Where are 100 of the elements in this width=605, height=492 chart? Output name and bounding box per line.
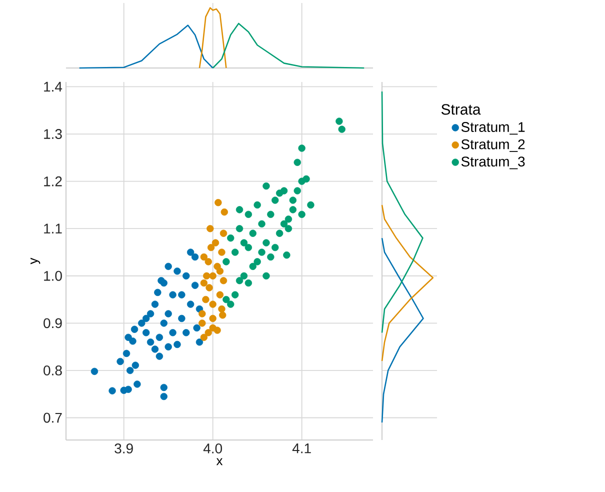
point [200, 253, 208, 261]
point [174, 340, 181, 348]
point [207, 244, 215, 252]
point [142, 314, 150, 322]
point [130, 326, 138, 333]
point [284, 224, 292, 232]
point [164, 262, 172, 270]
point [212, 239, 220, 246]
point [244, 244, 252, 252]
point [216, 268, 224, 275]
point [146, 338, 154, 346]
point [244, 279, 252, 287]
x-tick-label: 4.1 [292, 444, 311, 454]
point [283, 251, 290, 259]
point [254, 258, 261, 266]
point [154, 288, 162, 296]
y-axis-title: y [30, 258, 40, 264]
point [160, 392, 168, 400]
point [218, 305, 226, 313]
point [198, 310, 206, 318]
point [116, 358, 124, 366]
point [204, 329, 212, 336]
point [122, 350, 130, 358]
point [124, 334, 132, 341]
point [200, 279, 208, 287]
point [231, 248, 239, 256]
point [254, 201, 261, 209]
point [231, 291, 239, 298]
point [267, 253, 274, 261]
x-tick-label: 3.9 [114, 444, 133, 454]
point [202, 296, 210, 304]
point [178, 291, 186, 298]
point [258, 220, 266, 228]
point [262, 239, 270, 246]
point [298, 144, 306, 152]
point [178, 314, 186, 322]
point [151, 300, 159, 308]
point [124, 386, 132, 393]
point [160, 384, 168, 392]
point [142, 329, 150, 336]
point [169, 329, 176, 336]
point [209, 314, 216, 322]
point [198, 320, 206, 327]
point [222, 296, 230, 304]
point [209, 272, 216, 280]
legend-label: Stratum_1 [461, 122, 525, 135]
point [276, 230, 284, 237]
point [240, 272, 248, 280]
point [220, 208, 228, 216]
x-tick-label: 4.0 [203, 444, 222, 454]
point [227, 300, 234, 308]
point [249, 262, 256, 270]
point [222, 258, 230, 266]
point [240, 239, 248, 246]
legend-label: Stratum_3 [461, 156, 525, 170]
point [182, 272, 190, 280]
legend-label: Stratum_2 [461, 139, 525, 152]
point [220, 277, 228, 284]
point [193, 324, 200, 332]
point [108, 387, 116, 394]
point [262, 272, 270, 280]
x-axis-title: x [216, 458, 223, 466]
point [284, 216, 292, 223]
point [214, 198, 222, 206]
point [156, 334, 164, 341]
point [227, 234, 234, 242]
point [262, 182, 270, 190]
point [134, 380, 141, 388]
point [272, 244, 279, 252]
point [220, 230, 228, 237]
point [90, 368, 98, 376]
legend-title: Strata [441, 104, 481, 115]
y-tick-label: 1.1 [44, 224, 62, 234]
point [236, 224, 244, 232]
y-tick-label: 1.3 [44, 129, 62, 139]
point [174, 268, 181, 275]
point [129, 338, 136, 345]
point [169, 291, 176, 298]
point [280, 187, 288, 194]
point [258, 248, 266, 256]
point [209, 300, 216, 308]
point [186, 248, 194, 256]
point [236, 277, 244, 284]
point [204, 258, 212, 266]
point [338, 126, 346, 133]
point [160, 320, 168, 327]
point [244, 210, 252, 218]
point [146, 310, 154, 318]
point [196, 338, 204, 346]
point [298, 210, 306, 218]
y-tick-label: 1.4 [44, 82, 62, 92]
point [138, 320, 146, 327]
point [126, 366, 134, 374]
point [182, 329, 190, 336]
point [214, 326, 221, 334]
point [249, 230, 256, 237]
point [272, 196, 279, 204]
point [191, 282, 199, 289]
y-tick-label: 0.8 [44, 366, 62, 376]
point [294, 158, 301, 166]
